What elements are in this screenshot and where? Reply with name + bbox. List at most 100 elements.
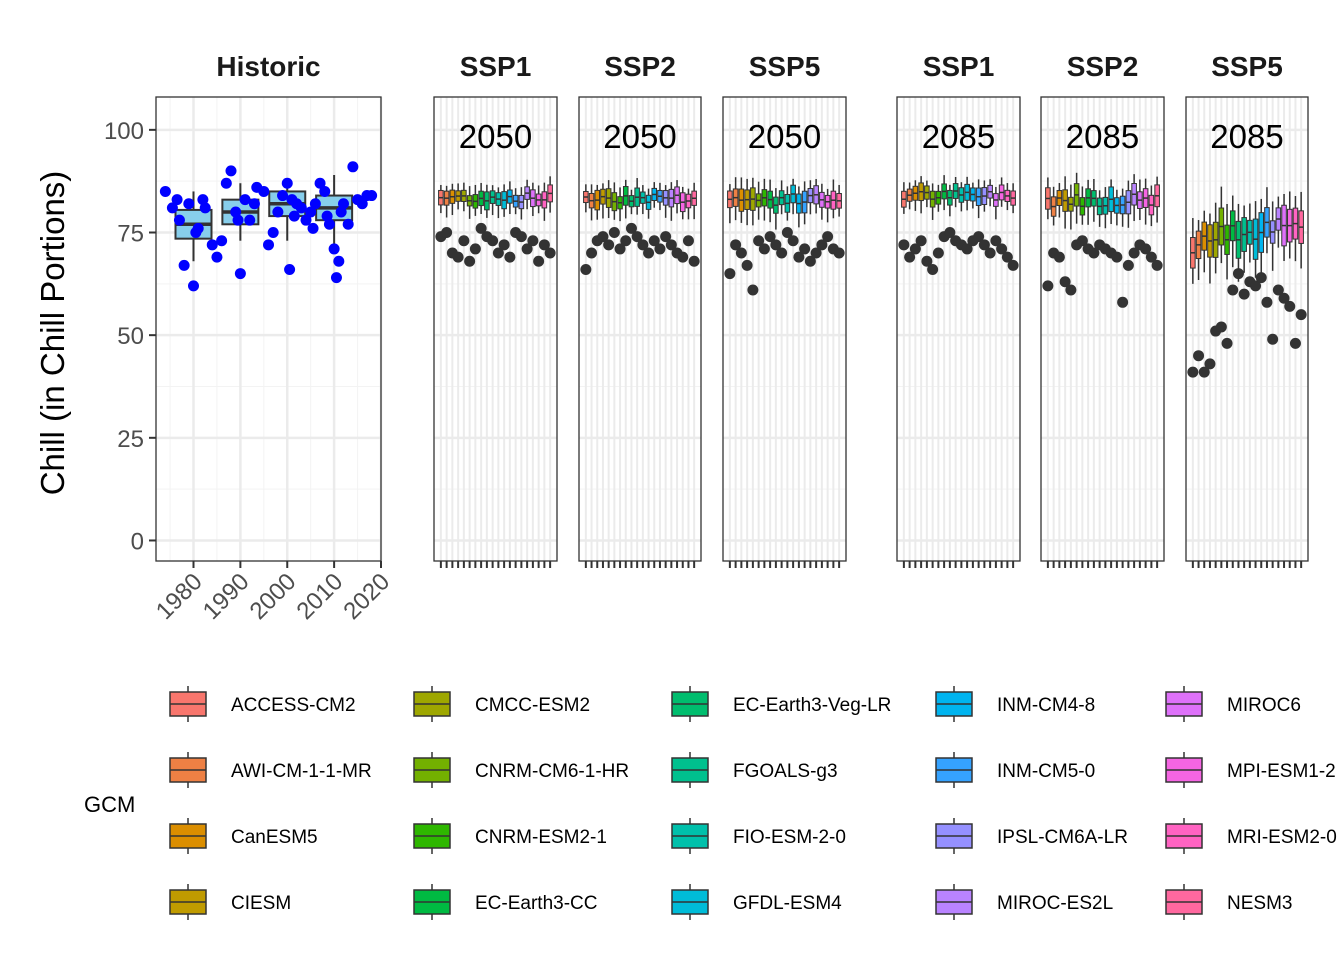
historic-panel-bg	[156, 97, 381, 561]
y-tick-label: 100	[104, 118, 144, 145]
outlier-point	[1221, 337, 1233, 349]
outlier-point	[688, 255, 700, 267]
outlier-point	[1261, 296, 1273, 308]
historic-point	[347, 161, 359, 173]
strip-label: SSP2	[1067, 51, 1139, 82]
x-tick-label: 2000	[245, 568, 302, 625]
historic-point	[319, 185, 331, 197]
legend-label: CNRM-ESM2-1	[475, 827, 607, 848]
period-label: 2050	[459, 118, 532, 155]
x-tick-label: 1990	[198, 568, 255, 625]
historic-point	[220, 177, 232, 189]
outlier-point	[654, 243, 666, 255]
outlier-point	[1122, 259, 1134, 271]
outlier-point	[527, 235, 539, 247]
outlier-point	[787, 235, 799, 247]
historic-point	[342, 218, 354, 230]
y-tick-label: 25	[117, 426, 144, 453]
outlier-point	[915, 235, 927, 247]
outlier-point	[1284, 300, 1296, 312]
outlier-point	[614, 243, 626, 255]
outlier-point	[1145, 251, 1157, 263]
outlier-point	[833, 247, 845, 259]
strip-historic: Historic	[216, 51, 320, 82]
legend-label: MPI-ESM1-2	[1227, 761, 1336, 782]
outlier-point	[515, 231, 527, 243]
panel-border	[722, 96, 847, 562]
period-label: 2050	[603, 118, 676, 155]
outlier-point	[753, 235, 765, 247]
outlier-point	[1001, 251, 1013, 263]
historic-point	[366, 190, 378, 202]
period-label: 2085	[1210, 118, 1283, 155]
outlier-point	[1250, 280, 1262, 292]
outlier-point	[1059, 276, 1071, 288]
legend-item: ACCESS-CM2	[169, 686, 356, 722]
legend-item: CIESM	[169, 884, 291, 920]
outlier-point	[1128, 247, 1140, 259]
historic-point	[206, 239, 218, 251]
historic-point	[333, 255, 345, 267]
outlier-point	[804, 255, 816, 267]
panel-bg	[579, 97, 701, 561]
legend-item: CMCC-ESM2	[413, 686, 590, 722]
historic-point	[216, 235, 228, 247]
historic-point	[338, 198, 349, 210]
legend-item: MIROC-ES2L	[935, 884, 1113, 920]
outlier-point	[538, 239, 550, 251]
outlier-point	[961, 243, 973, 255]
x-tick-label: 1980	[151, 568, 208, 625]
outlier-point	[580, 263, 592, 275]
historic-point	[232, 214, 244, 226]
outlier-point	[764, 231, 776, 243]
outlier-point	[608, 227, 620, 239]
legend: GCM ACCESS-CM2 AWI-CM-1-1-MR CanESM5 CIESM CM…	[84, 686, 1337, 920]
legend-item: EC-Earth3-Veg-LR	[671, 686, 891, 722]
historic-point	[309, 198, 321, 210]
legend-label: CMCC-ESM2	[475, 695, 590, 716]
historic-point	[288, 210, 300, 222]
historic-point	[248, 198, 260, 210]
historic-point	[192, 222, 204, 234]
outlier-point	[648, 235, 660, 247]
historic-point	[267, 227, 279, 239]
outlier-point	[984, 247, 996, 259]
outlier-point	[810, 247, 822, 259]
outlier-point	[730, 239, 742, 251]
historic-point	[234, 268, 246, 280]
legend-label: CIESM	[231, 893, 291, 914]
outlier-point	[1151, 259, 1163, 271]
historic-point	[277, 190, 289, 202]
outlier-point	[1272, 284, 1284, 296]
outlier-point	[741, 259, 753, 271]
historic-point	[211, 251, 223, 263]
legend-item: GFDL-ESM4	[671, 884, 842, 920]
outlier-point	[1227, 284, 1239, 296]
legend-label: FGOALS-g3	[733, 761, 838, 782]
strip-label: SSP1	[460, 51, 532, 82]
outlier-point	[909, 243, 921, 255]
y-tick-label: 75	[117, 221, 144, 248]
outlier-point	[1053, 251, 1065, 263]
outlier-point	[1267, 333, 1279, 345]
outlier-point	[990, 235, 1002, 247]
outlier-point	[1140, 243, 1152, 255]
period-label: 2085	[922, 118, 995, 155]
outlier-point	[1111, 251, 1123, 263]
outlier-point	[631, 231, 643, 243]
outlier-point	[747, 284, 759, 296]
panel-border	[896, 96, 1021, 562]
outlier-point	[620, 235, 632, 247]
historic-point	[281, 177, 293, 189]
outlier-point	[1187, 366, 1199, 378]
outlier-point	[816, 239, 828, 251]
scenario-panel-ssp2-2050: 2050 SSP2	[578, 51, 702, 568]
y-tick-label: 0	[131, 528, 144, 555]
outlier-point	[464, 255, 476, 267]
outlier-point	[1042, 280, 1054, 292]
period-label: 2085	[1066, 118, 1139, 155]
outlier-point	[441, 227, 453, 239]
legend-label: FIO-ESM-2-0	[733, 827, 846, 848]
historic-point	[173, 214, 185, 226]
